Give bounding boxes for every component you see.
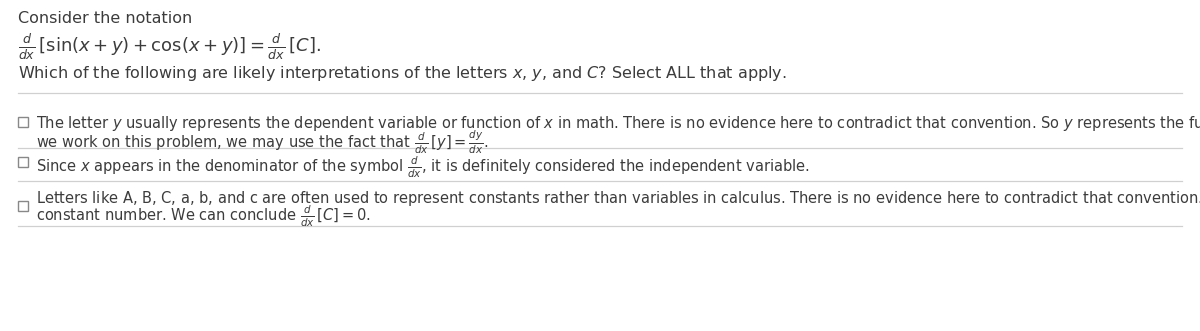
Text: Letters like A, B, C, a, b, and c are often used to represent constants rather t: Letters like A, B, C, a, b, and c are of… <box>36 189 1200 208</box>
Text: The letter $y$ usually represents the dependent variable or function of $x$ in m: The letter $y$ usually represents the de… <box>36 114 1200 133</box>
Text: Which of the following are likely interpretations of the letters $x$, $y$, and $: Which of the following are likely interp… <box>18 64 787 83</box>
Text: Since $x$ appears in the denominator of the symbol $\frac{d}{dx}$, it is definit: Since $x$ appears in the denominator of … <box>36 155 810 180</box>
Text: $\frac{d}{dx}\,[\sin(x + y) + \cos(x + y)] = \frac{d}{dx}\,[C].$: $\frac{d}{dx}\,[\sin(x + y) + \cos(x + y… <box>18 32 320 62</box>
FancyBboxPatch shape <box>18 201 28 211</box>
FancyBboxPatch shape <box>18 117 28 127</box>
FancyBboxPatch shape <box>18 157 28 167</box>
Text: we work on this problem, we may use the fact that $\frac{d}{dx}\,[y] = \frac{dy}: we work on this problem, we may use the … <box>36 129 488 157</box>
Text: constant number. We can conclude $\frac{d}{dx}\,[C] = 0$.: constant number. We can conclude $\frac{… <box>36 204 371 229</box>
Text: Consider the notation: Consider the notation <box>18 11 192 26</box>
